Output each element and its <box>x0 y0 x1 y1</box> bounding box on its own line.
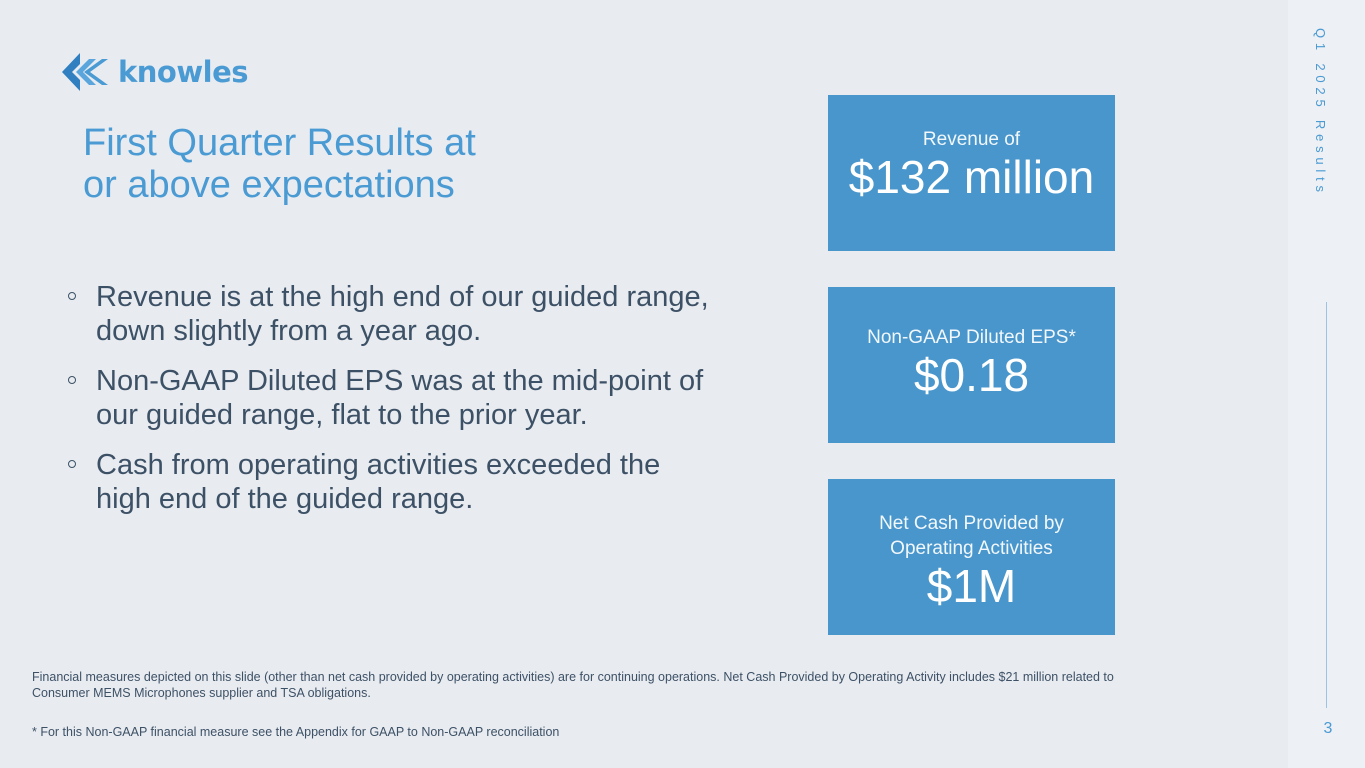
kpi-cash-card: Net Cash Provided by Operating Activitie… <box>828 479 1115 635</box>
bullet-circle-icon <box>68 292 76 300</box>
highlight-cash: Cash from operating activities exceeded … <box>68 448 788 516</box>
kpi-revenue-value: $132 million <box>848 151 1095 203</box>
highlight-revenue: Revenue is at the high end of our guided… <box>68 280 788 348</box>
highlight-revenue-line-2: down slightly from a year ago. <box>96 315 482 347</box>
kpi-revenue-card: Revenue of $132 million <box>828 95 1115 251</box>
footnote-1-line-1: Financial measures depicted on this slid… <box>32 670 1114 684</box>
highlight-cash-line-1: Cash from operating activities exceeded … <box>96 449 661 481</box>
highlight-eps-line-1: Non-GAAP Diluted EPS was at the mid-poin… <box>96 365 704 397</box>
footnote-non-gaap: * For this Non-GAAP financial measure se… <box>32 725 560 739</box>
slide-title-line-1: First Quarter Results at <box>83 122 476 164</box>
page-number: 3 <box>1323 720 1333 737</box>
kpi-cash-value: $1M <box>926 560 1017 612</box>
knowles-chevron-logo-icon <box>62 53 108 91</box>
brand-logo: knowles <box>62 53 249 91</box>
kpi-eps-value: $0.18 <box>913 349 1030 401</box>
kpi-eps-label: Non-GAAP Diluted EPS* <box>867 327 1076 348</box>
highlights-list: Revenue is at the high end of our guided… <box>68 280 788 532</box>
footnote-1-line-2: Consumer MEMS Microphones supplier and T… <box>32 686 371 700</box>
slide-title: First Quarter Results at or above expect… <box>83 122 683 206</box>
highlight-cash-line-2: high end of the guided range. <box>96 483 474 515</box>
highlight-eps: Non-GAAP Diluted EPS was at the mid-poin… <box>68 364 788 432</box>
highlight-eps-line-2: our guided range, flat to the prior year… <box>96 399 588 431</box>
sidebar-divider <box>1326 302 1327 708</box>
footnote-continuing-operations: Financial measures depicted on this slid… <box>32 669 1232 701</box>
sidebar-section-label: Q1 2025 Results <box>1313 28 1328 197</box>
kpi-eps-card: Non-GAAP Diluted EPS* $0.18 <box>828 287 1115 443</box>
kpi-cash-label-line-1: Net Cash Provided by <box>879 513 1064 534</box>
slide-title-line-2: or above expectations <box>83 164 455 206</box>
kpi-cash-label-line-2: Operating Activities <box>890 538 1053 559</box>
highlight-revenue-line-1: Revenue is at the high end of our guided… <box>96 281 709 313</box>
brand-wordmark: knowles <box>118 54 249 89</box>
bullet-circle-icon <box>68 376 76 384</box>
kpi-revenue-label: Revenue of <box>922 129 1021 150</box>
bullet-circle-icon <box>68 460 76 468</box>
